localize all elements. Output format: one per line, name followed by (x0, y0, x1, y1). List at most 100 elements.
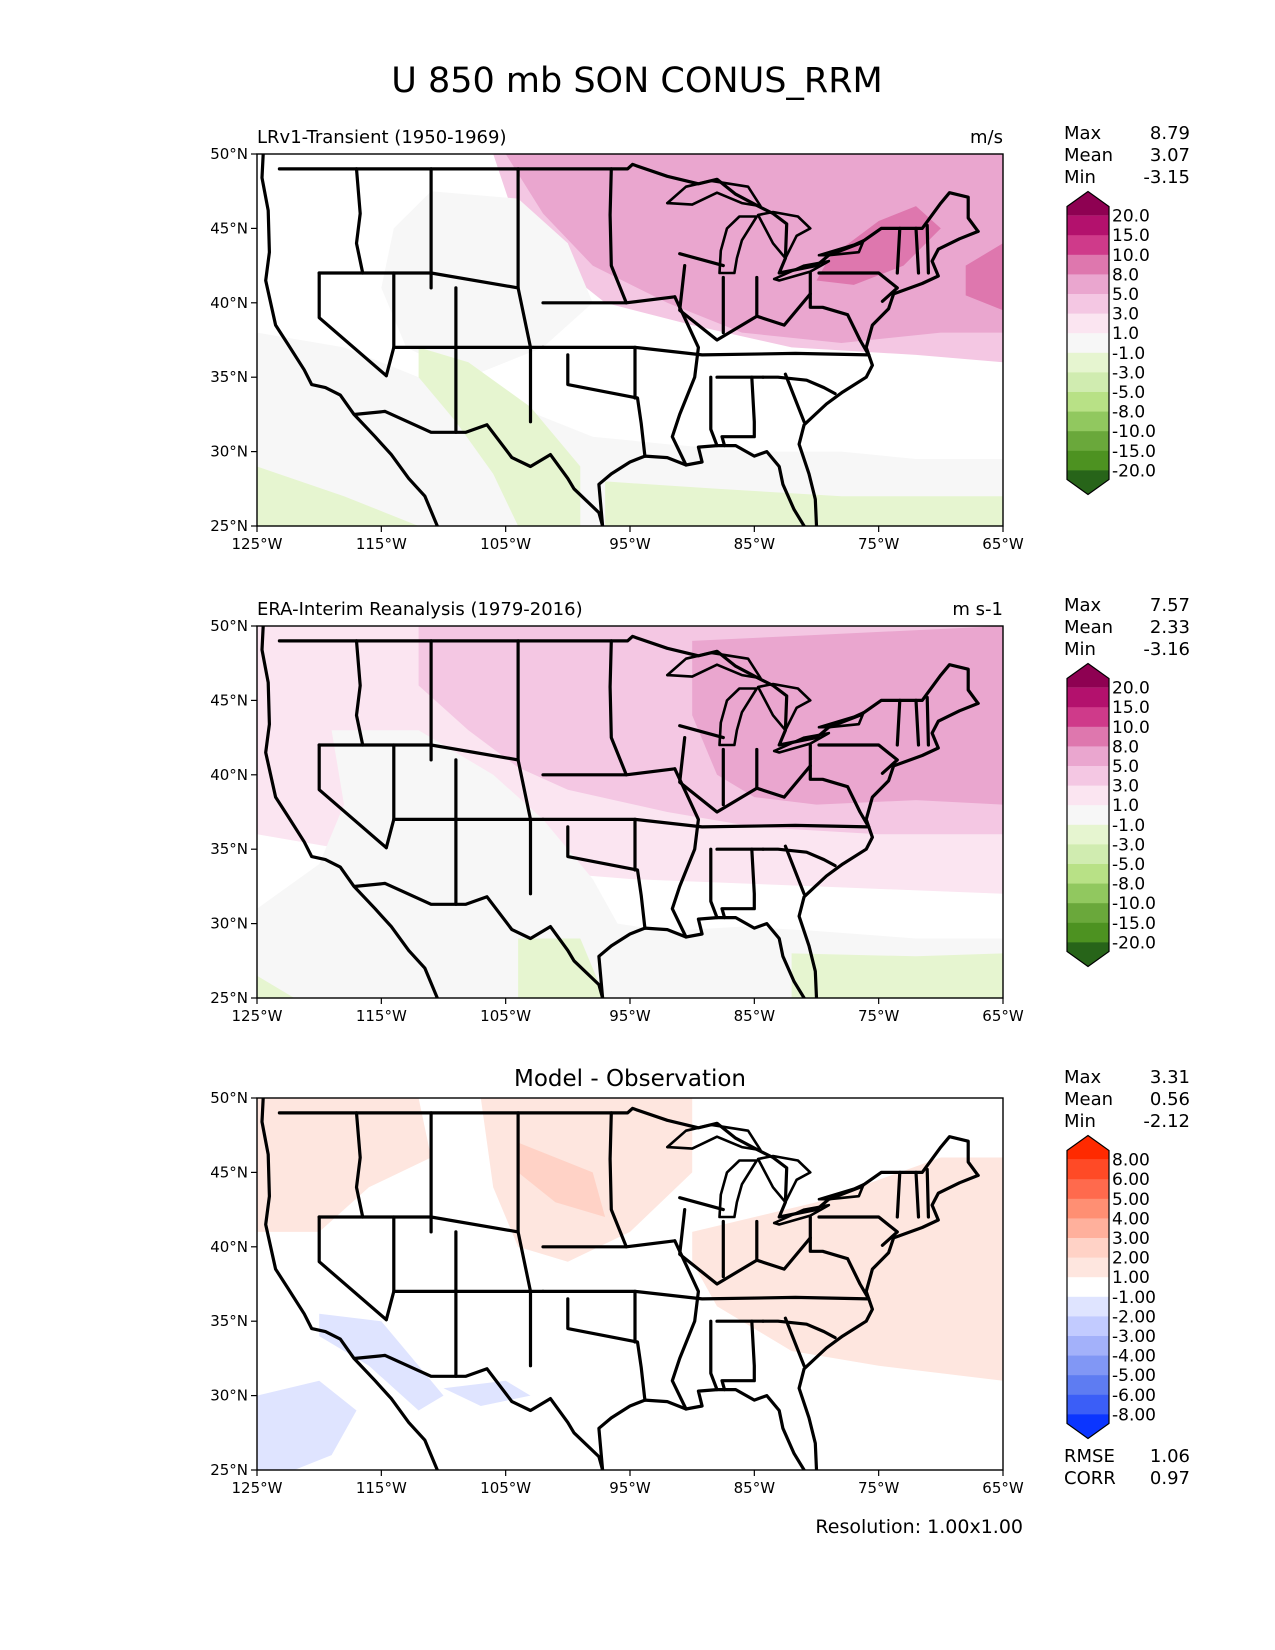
colorbar: 8.006.005.004.003.002.001.00-1.00-2.00-3… (1066, 1134, 1156, 1440)
state-border (817, 743, 899, 775)
colorbar-level-label: 3.0 (1112, 777, 1139, 797)
colorbar-level-label: 1.0 (1112, 324, 1139, 344)
lat-tick-label: 45°N (210, 219, 248, 237)
mexico-border (353, 409, 605, 526)
mexico-border (353, 1353, 605, 1470)
colorbar-swatch (1067, 726, 1109, 747)
lon-tick-label: 95°W (609, 535, 651, 553)
contour-region (505, 154, 1003, 343)
lat-tick-label: 50°N (210, 145, 248, 163)
state-border (317, 271, 388, 378)
state-border (914, 1170, 921, 1219)
colorbar-level-label: -5.0 (1112, 383, 1145, 403)
colorbar-level-label: -4.00 (1112, 1347, 1156, 1367)
lat-tick-label: 25°N (210, 517, 248, 535)
great-lake-outline (718, 1159, 759, 1219)
colorbar-swatch (1067, 1296, 1109, 1317)
stat-label: Min (1064, 167, 1096, 188)
lat-tick-label: 40°N (210, 1238, 248, 1256)
colorbar-level-label: -5.00 (1112, 1366, 1156, 1386)
lon-tick-label: 75°W (858, 1007, 900, 1025)
contour-region (257, 1098, 432, 1232)
state-border (761, 847, 837, 868)
west-coastline (260, 154, 439, 526)
state-border (670, 767, 701, 939)
state-border (783, 1316, 806, 1368)
colorbar-level-label: -15.0 (1112, 914, 1156, 934)
colorbar-swatch (1067, 215, 1109, 236)
state-border (354, 167, 365, 275)
colorbar-swatch (1067, 922, 1109, 943)
colorbar-level-label: -20.0 (1112, 461, 1156, 481)
colorbar-swatch (1067, 1159, 1109, 1180)
lat-tick-label: 50°N (210, 617, 248, 635)
colorbar-swatch (1067, 824, 1109, 845)
colorbar-level-label: 1.0 (1112, 796, 1139, 816)
colorbar-level-label: 8.00 (1112, 1151, 1150, 1171)
resolution-label: Resolution: 1.00x1.00 (815, 1516, 1023, 1538)
contour-region (518, 1142, 606, 1217)
lat-tick-label: 25°N (210, 1461, 248, 1479)
colorbar-swatch (1067, 372, 1109, 393)
contour-region (605, 481, 1003, 526)
stat-value: 3.31 (1150, 1067, 1190, 1088)
colorbar-swatch (1067, 663, 1109, 688)
colorbar-swatch (1067, 431, 1109, 452)
state-border (670, 1239, 701, 1411)
stat-value: -2.12 (1143, 1111, 1190, 1132)
colorbar-swatch (1067, 785, 1109, 806)
great-lake-outline (756, 210, 812, 260)
colorbar-level-label: -3.00 (1112, 1327, 1156, 1347)
lon-tick-label: 115°W (356, 1007, 407, 1025)
colorbar-swatch (1067, 1277, 1109, 1298)
colorbar-level-label: 10.0 (1112, 246, 1150, 266)
stat-value: -3.15 (1143, 167, 1190, 188)
lon-tick-label: 115°W (356, 1479, 407, 1497)
state-border (895, 1170, 902, 1219)
colorbar-swatch (1067, 1414, 1109, 1439)
state-border (895, 698, 902, 747)
map-area (257, 154, 1003, 526)
great-lake-outline (665, 651, 762, 680)
lon-tick-label: 125°W (232, 1007, 283, 1025)
colorbar-swatch (1067, 1336, 1109, 1357)
contour-region (257, 730, 1003, 998)
map-area (257, 626, 1003, 998)
map-area (257, 1098, 1003, 1470)
colorbar-level-label: -20.0 (1112, 933, 1156, 953)
state-border (566, 825, 647, 930)
state-border (808, 292, 871, 357)
lon-tick-label: 85°W (734, 1479, 776, 1497)
great-lake-outline (718, 687, 759, 747)
state-border (317, 1215, 388, 1322)
stat-label: Mean (1064, 617, 1113, 638)
state-border (354, 639, 365, 747)
contour-region (692, 1157, 1003, 1381)
colorbar-level-label: 15.0 (1112, 698, 1150, 718)
lon-tick-label: 105°W (480, 1479, 531, 1497)
lon-tick-label: 125°W (232, 1479, 283, 1497)
colorbar-swatch (1067, 1218, 1109, 1239)
contour-region (381, 191, 593, 378)
colorbar-swatch (1067, 844, 1109, 865)
lon-tick-label: 125°W (232, 535, 283, 553)
colorbar-swatch (1067, 1198, 1109, 1219)
great-lake-outline (756, 682, 812, 732)
colorbar-swatch (1067, 805, 1109, 826)
contour-region (257, 1380, 357, 1470)
great-lake-outline (817, 710, 866, 729)
state-border (817, 271, 899, 303)
colorbar-level-label: -1.0 (1112, 816, 1145, 836)
colorbar-swatch (1067, 864, 1109, 885)
lat-tick-label: 45°N (210, 691, 248, 709)
great-lake-outline (756, 1154, 812, 1204)
colorbar-level-label: 6.00 (1112, 1170, 1150, 1190)
colorbar-swatch (1067, 1394, 1109, 1415)
contour-region (257, 466, 419, 526)
lat-tick-label: 35°N (210, 368, 248, 386)
lat-tick-label: 50°N (210, 1089, 248, 1107)
colorbar-level-label: 10.0 (1112, 718, 1150, 738)
stat-value: 7.57 (1150, 595, 1190, 616)
